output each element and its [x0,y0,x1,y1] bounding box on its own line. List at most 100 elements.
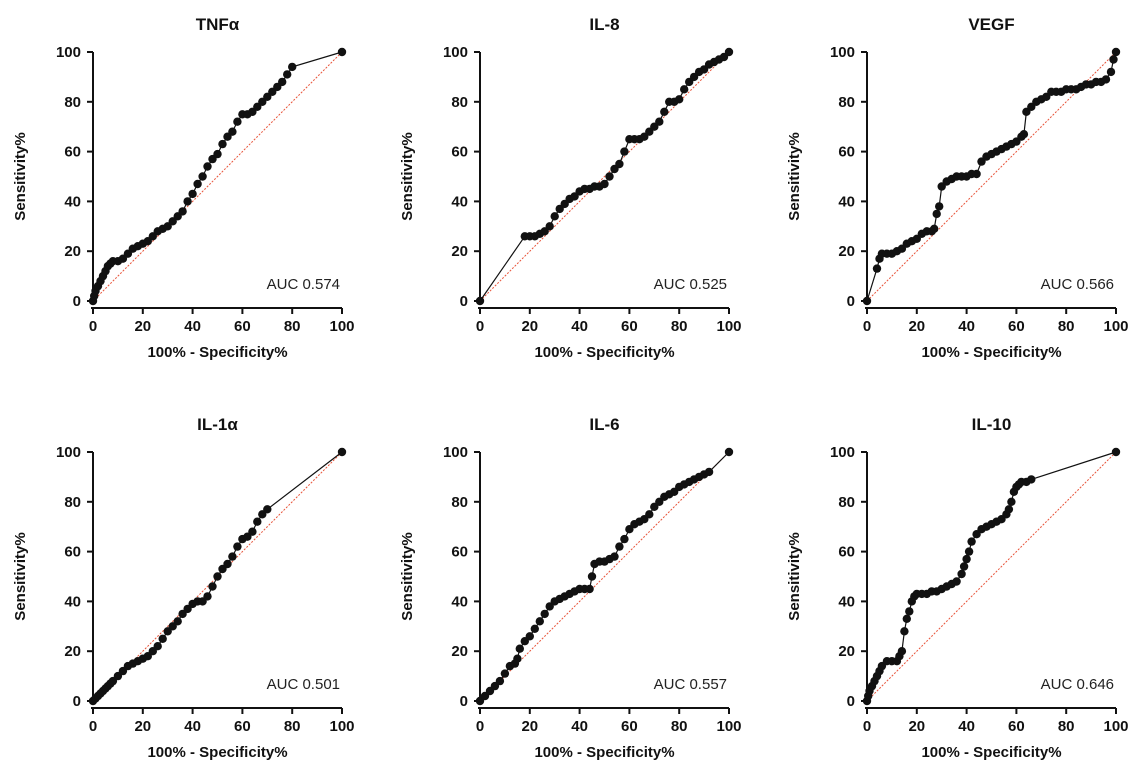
roc-point [1019,130,1029,139]
roc-point [645,510,654,519]
roc-point [902,614,911,623]
y-axis-label: Sensitivity% [12,532,29,620]
x-tick-label: 80 [671,318,688,335]
y-tick-label: 100 [56,444,81,461]
x-axis-label: 100% - Specificity% [921,344,1061,361]
reference-line [479,451,730,702]
x-tick-label: 100 [1103,718,1128,735]
y-tick-label: 80 [64,94,81,111]
y-tick-label: 100 [443,444,468,461]
roc-point [530,624,539,633]
roc-point [724,47,734,57]
x-tick-label: 20 [521,318,538,335]
x-tick-label: 80 [1058,718,1075,735]
roc-point [203,592,212,601]
roc-point [278,77,287,87]
x-tick-label: 20 [134,718,151,735]
x-tick-label: 40 [184,718,201,735]
roc-point [540,609,549,619]
x-tick-label: 20 [908,718,925,735]
auc-annotation: AUC 0.557 [654,676,727,693]
y-tick-label: 100 [830,444,855,461]
auc-annotation: AUC 0.566 [1041,276,1114,293]
roc-point [213,572,222,581]
x-tick-label: 40 [571,318,588,335]
roc-point [233,542,242,551]
x-tick-label: 100 [716,318,741,335]
roc-point [535,617,544,626]
roc-point [545,222,554,231]
roc-point [1007,497,1016,506]
roc-point [253,517,262,526]
roc-point [203,162,212,171]
chart-title: TNFα [196,15,240,34]
y-axis-label: Sensitivity% [786,532,803,620]
y-tick-label: 40 [64,193,81,210]
reference-line [866,51,1117,302]
y-axis-label: Sensitivity% [399,132,416,220]
x-tick-label: 0 [863,718,871,735]
roc-point [153,642,162,651]
roc-point [952,577,961,586]
roc-point [198,172,207,181]
roc-point [905,607,914,616]
y-axis-label: Sensitivity% [12,132,29,220]
roc-point [337,47,347,57]
chart-title: IL-1α [197,415,238,434]
roc-point [660,107,669,117]
auc-annotation: AUC 0.501 [267,676,340,693]
x-tick-label: 80 [1058,318,1075,335]
roc-point [872,264,882,273]
roc-point [173,617,182,626]
roc-point [283,70,292,79]
y-tick-label: 80 [838,494,855,511]
roc-point [1106,67,1116,77]
roc-point [959,562,969,571]
roc-point [935,202,944,211]
roc-point [1101,75,1111,84]
y-tick-label: 0 [847,293,855,310]
y-tick-label: 40 [838,593,855,610]
roc-point [610,552,619,561]
roc-point [964,547,974,556]
roc-point [655,117,664,126]
roc-point [550,212,559,221]
roc-point [724,447,734,457]
y-tick-label: 60 [451,144,468,161]
y-tick-label: 0 [460,693,468,710]
roc-point [513,654,522,663]
roc-point [680,85,689,94]
roc-point [620,534,629,544]
x-tick-label: 0 [476,718,484,735]
auc-annotation: AUC 0.646 [1041,676,1114,693]
y-tick-label: 0 [73,693,81,710]
roc-point [183,197,192,206]
y-tick-label: 60 [838,544,855,561]
roc-point [615,159,624,169]
roc-panel-5: IL-6 0 20 40 60 80 100 0 20 40 60 80 100 100% - Speci… [399,415,742,761]
y-tick-label: 0 [73,293,81,310]
y-tick-label: 20 [64,243,81,260]
y-tick-label: 20 [838,243,855,260]
roc-point [1111,47,1121,57]
roc-point [675,95,684,104]
roc-point [495,676,505,686]
roc-point [897,647,907,656]
roc-point [288,62,297,72]
y-tick-label: 20 [838,643,855,660]
x-tick-label: 100 [329,318,354,335]
roc-point [500,669,510,678]
x-tick-label: 0 [476,318,484,335]
auc-annotation: AUC 0.525 [654,276,727,293]
auc-annotation: AUC 0.574 [267,276,340,293]
y-tick-label: 60 [451,544,468,561]
roc-point [1109,55,1118,64]
roc-point [475,296,485,306]
x-axis-label: 100% - Specificity% [147,744,287,761]
roc-panel-6: IL-10 0 20 40 60 80 100 0 20 40 60 80 100 100% - Spec… [786,415,1129,761]
roc-point [158,634,167,643]
x-tick-label: 40 [958,318,975,335]
x-tick-label: 40 [571,718,588,735]
